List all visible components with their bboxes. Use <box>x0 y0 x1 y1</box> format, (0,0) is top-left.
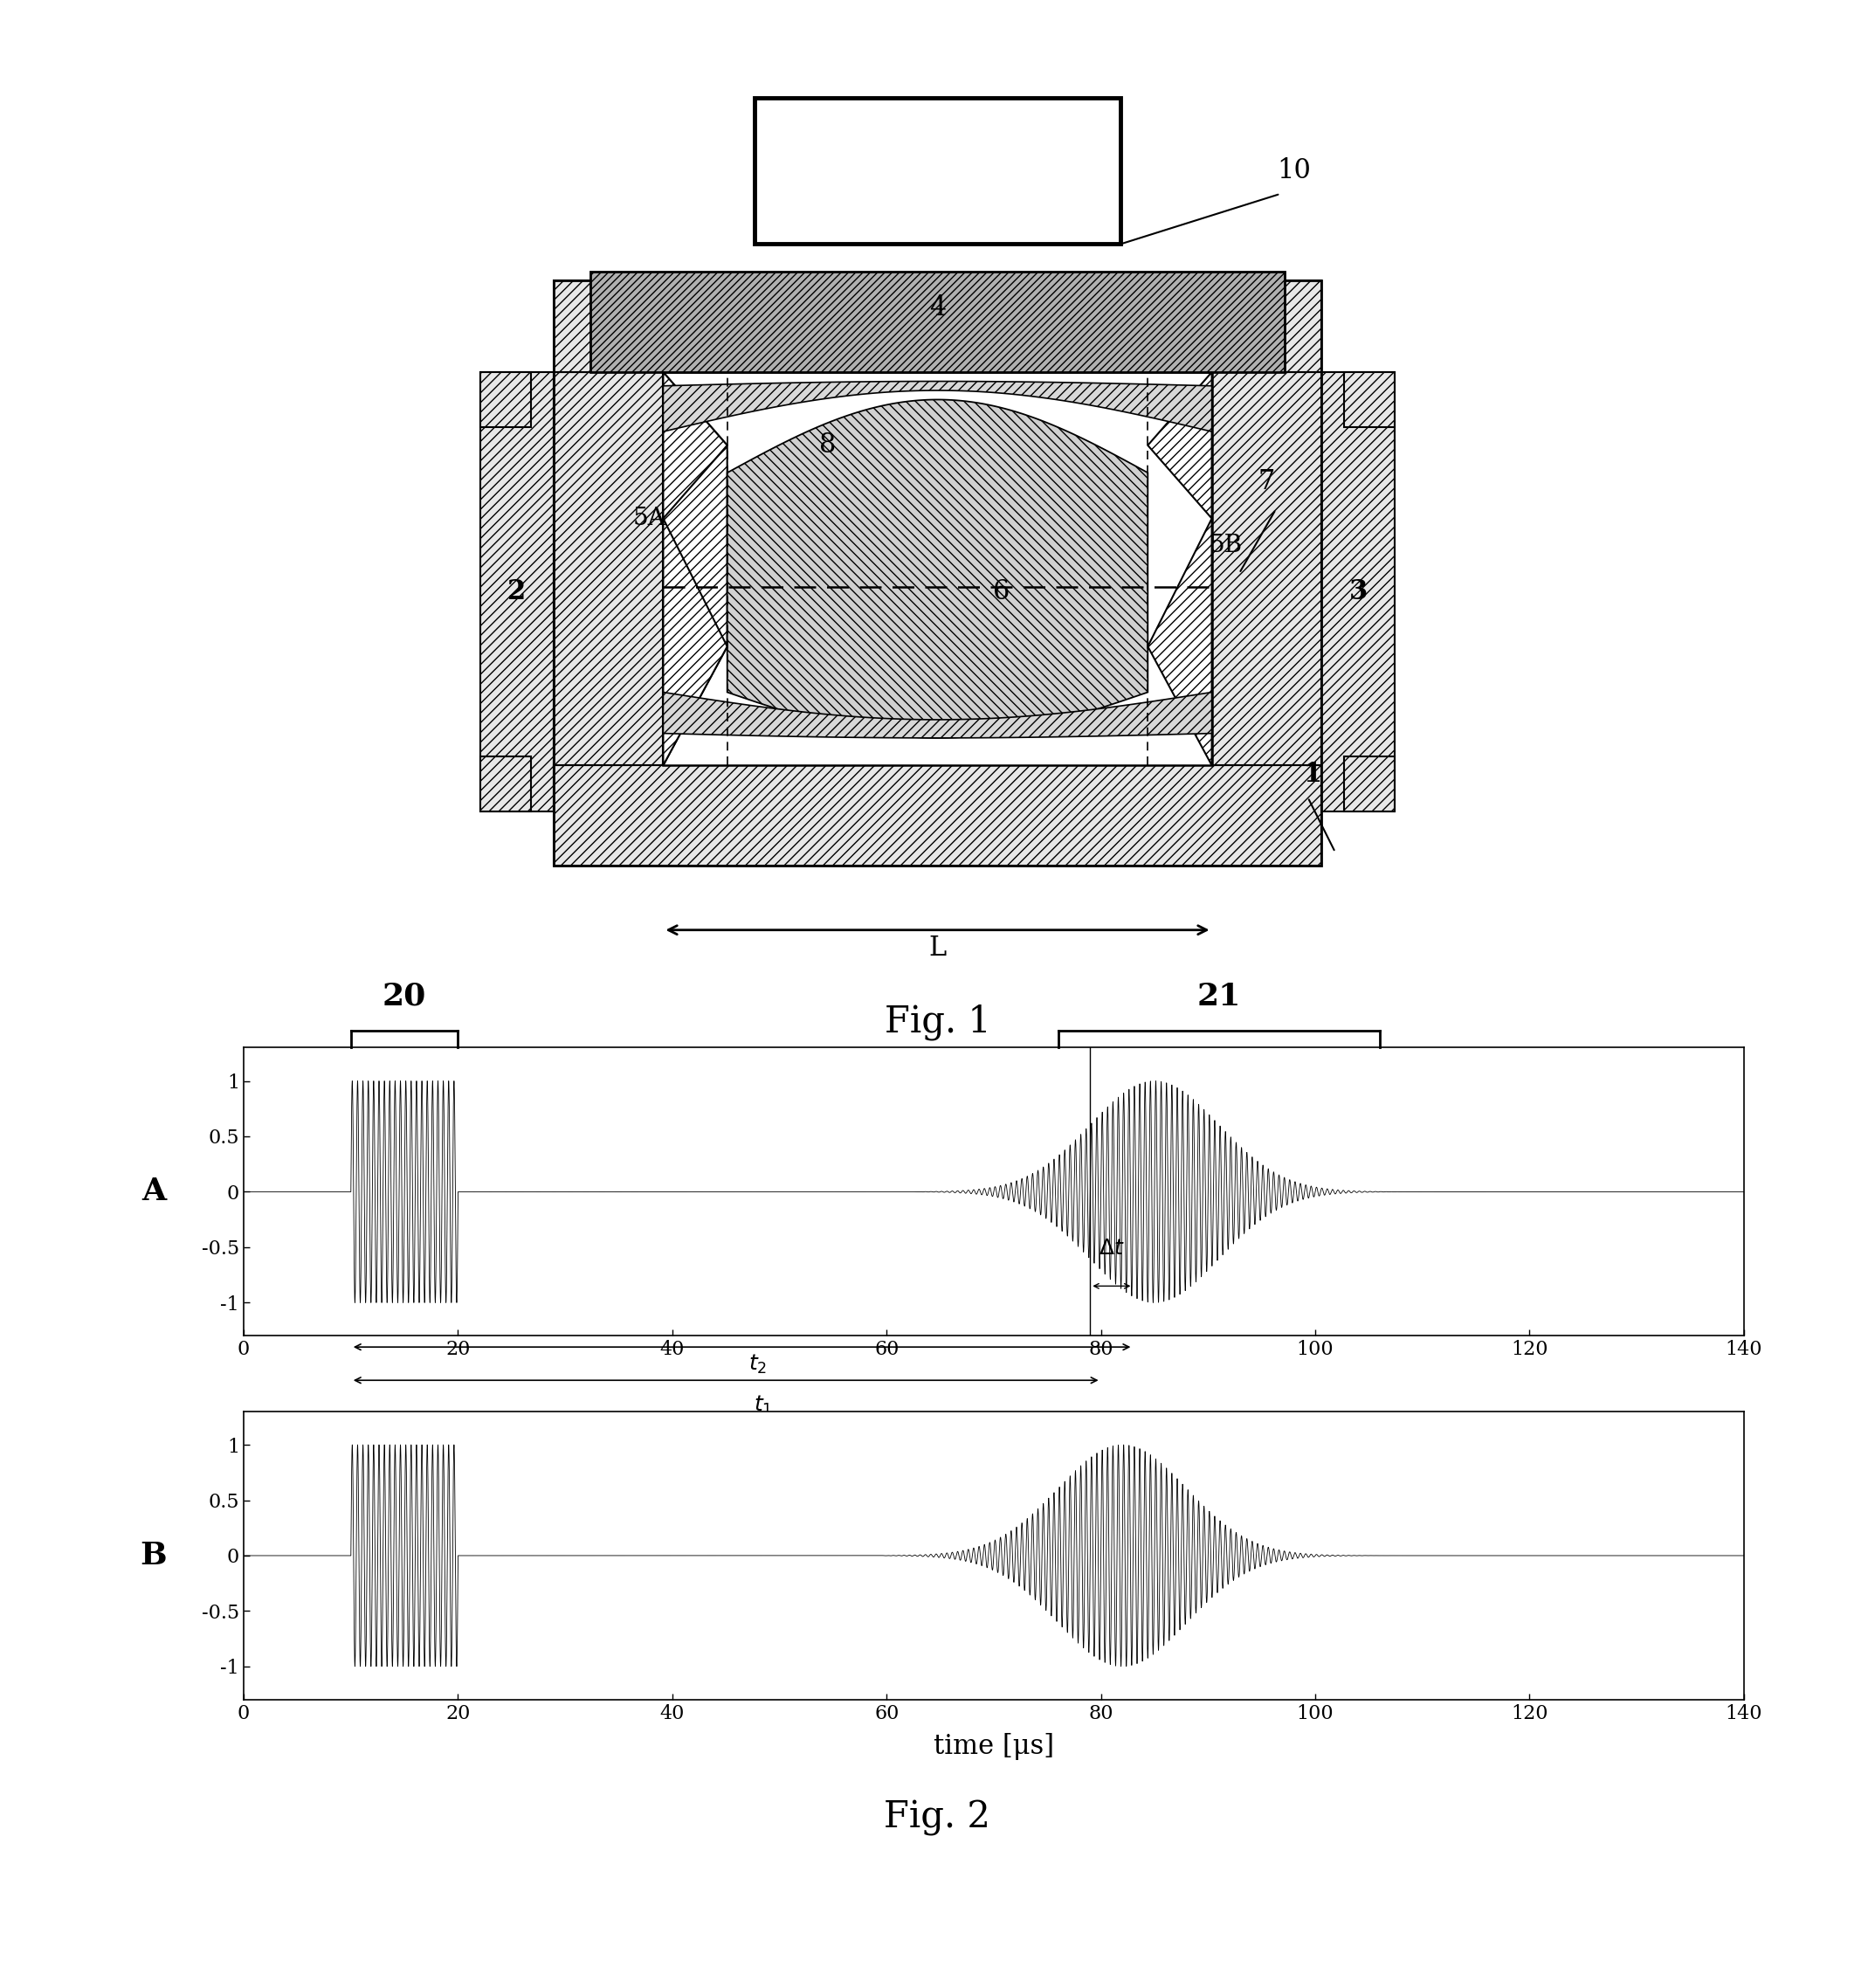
Bar <box>553 280 1322 867</box>
Bar <box>1322 372 1395 811</box>
X-axis label: time [μs]: time [μs] <box>934 1734 1054 1759</box>
Polygon shape <box>664 372 728 765</box>
Text: L: L <box>928 934 947 962</box>
Text: 21: 21 <box>1196 982 1241 1012</box>
Text: $\Delta t$: $\Delta t$ <box>1099 1239 1125 1258</box>
Text: 7: 7 <box>1258 469 1275 495</box>
Bar <box>553 372 664 765</box>
Text: 2: 2 <box>508 579 527 604</box>
Bar <box>664 372 1211 765</box>
Text: 5B: 5B <box>1209 535 1241 559</box>
Text: A: A <box>141 1177 167 1207</box>
Bar <box>1344 372 1395 427</box>
Polygon shape <box>664 382 1211 431</box>
Text: Fig. 2: Fig. 2 <box>885 1799 990 1835</box>
Text: 10: 10 <box>1277 157 1311 185</box>
Bar <box>1344 755 1395 811</box>
Text: 20: 20 <box>382 982 426 1012</box>
Text: 8: 8 <box>819 431 836 459</box>
Bar <box>553 765 1322 867</box>
Text: Fig. 1: Fig. 1 <box>885 1004 990 1040</box>
Bar <box>591 272 1284 372</box>
Text: $t_2$: $t_2$ <box>748 1352 767 1376</box>
Polygon shape <box>1148 372 1211 519</box>
Text: 4: 4 <box>930 294 945 322</box>
Polygon shape <box>664 692 1211 738</box>
Polygon shape <box>728 400 1148 738</box>
Bar <box>1211 372 1322 765</box>
Polygon shape <box>664 519 728 765</box>
Polygon shape <box>664 372 728 519</box>
Text: 1: 1 <box>1303 761 1322 787</box>
Bar <box>553 280 1322 372</box>
Text: $t_1$: $t_1$ <box>754 1394 772 1417</box>
Bar <box>480 372 531 427</box>
Bar <box>480 372 553 811</box>
Text: 3: 3 <box>1348 579 1367 604</box>
Bar <box>754 97 1121 245</box>
Text: B: B <box>141 1541 167 1571</box>
Bar <box>480 755 531 811</box>
Polygon shape <box>1148 519 1211 765</box>
Text: 6: 6 <box>994 579 1011 604</box>
Text: 5A: 5A <box>634 507 666 531</box>
